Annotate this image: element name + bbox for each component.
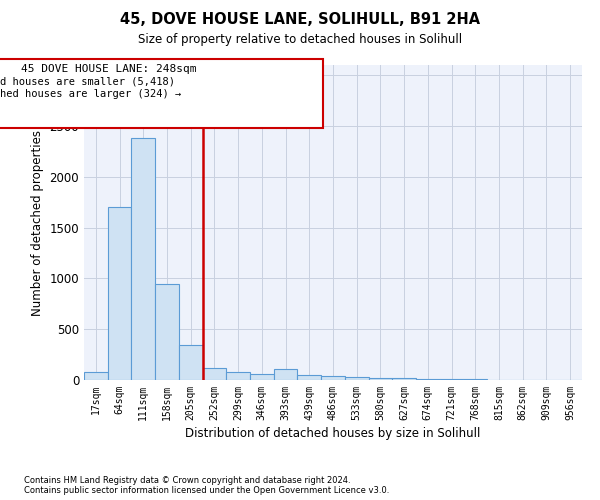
Bar xyxy=(226,372,250,380)
X-axis label: Distribution of detached houses by size in Solihull: Distribution of detached houses by size … xyxy=(185,427,481,440)
Bar xyxy=(416,379,440,380)
Bar xyxy=(179,346,203,380)
Bar xyxy=(321,376,345,380)
Bar xyxy=(345,378,368,380)
Bar xyxy=(203,368,226,380)
Text: Size of property relative to detached houses in Solihull: Size of property relative to detached ho… xyxy=(138,32,462,46)
Bar xyxy=(298,376,321,380)
Bar xyxy=(108,208,131,380)
Bar xyxy=(84,372,108,380)
Bar xyxy=(155,284,179,380)
Text: ← 94% of detached houses are smaller (5,418): ← 94% of detached houses are smaller (5,… xyxy=(0,76,175,86)
Bar xyxy=(392,378,416,380)
Bar xyxy=(250,374,274,380)
Bar xyxy=(368,378,392,380)
Text: 6% of semi-detached houses are larger (324) →: 6% of semi-detached houses are larger (3… xyxy=(0,88,181,99)
Text: Contains HM Land Registry data © Crown copyright and database right 2024.: Contains HM Land Registry data © Crown c… xyxy=(24,476,350,485)
Text: 45, DOVE HOUSE LANE, SOLIHULL, B91 2HA: 45, DOVE HOUSE LANE, SOLIHULL, B91 2HA xyxy=(120,12,480,28)
Bar xyxy=(131,138,155,380)
Y-axis label: Number of detached properties: Number of detached properties xyxy=(31,130,44,316)
Bar xyxy=(274,369,298,380)
Text: 45 DOVE HOUSE LANE: 248sqm: 45 DOVE HOUSE LANE: 248sqm xyxy=(21,64,197,74)
Text: Contains public sector information licensed under the Open Government Licence v3: Contains public sector information licen… xyxy=(24,486,389,495)
